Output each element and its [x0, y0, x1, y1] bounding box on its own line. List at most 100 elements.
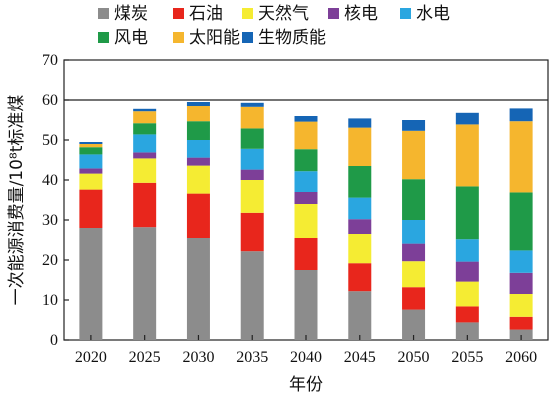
legend-item: 风电: [98, 28, 148, 48]
bar-segment: [79, 147, 103, 155]
legend-item: 核电: [328, 4, 378, 24]
bar-segment: [455, 281, 479, 307]
bar-segment: [455, 124, 479, 187]
bar-stack-2060: [509, 108, 533, 340]
legend-label: 天然气: [258, 4, 309, 24]
bar-segment: [294, 171, 318, 192]
bar-stack-2030: [186, 102, 210, 340]
bar-stack-2040: [294, 116, 318, 340]
bar-segment: [455, 306, 479, 323]
x-tick-label: 2040: [290, 349, 322, 366]
bar-segment: [240, 169, 264, 180]
bar-segment: [240, 251, 264, 340]
y-tick-label: 10: [42, 292, 58, 309]
legend-item: 水电: [400, 4, 450, 24]
bar-segment: [402, 120, 426, 131]
bar-segment: [186, 157, 210, 166]
legend-swatch: [328, 8, 339, 19]
bar-segment: [79, 144, 103, 148]
bar-segment: [294, 149, 318, 172]
bar-segment: [348, 127, 372, 166]
x-tick-label: 2025: [129, 349, 161, 366]
bar-segment: [402, 287, 426, 310]
x-tick-label: 2050: [398, 349, 430, 366]
bar-segment: [186, 121, 210, 140]
bar-segment: [509, 121, 533, 193]
x-tick-label: 2035: [236, 349, 268, 366]
bar-segment: [133, 152, 157, 159]
legend-label: 煤炭: [114, 4, 148, 24]
bar-segment: [294, 121, 318, 150]
bar-segment: [294, 116, 318, 122]
legend-item: 生物质能: [242, 28, 326, 48]
bar-stack-2045: [348, 118, 372, 340]
bar-segment: [402, 243, 426, 262]
legend-item: 煤炭: [98, 4, 148, 24]
bar-segment: [455, 322, 479, 340]
bar-segment: [240, 106, 264, 129]
y-tick-label: 70: [42, 52, 58, 69]
bar-segment: [133, 182, 157, 228]
bar-segment: [402, 220, 426, 244]
bar-segment: [79, 228, 103, 340]
bar-segment: [133, 227, 157, 340]
bar-segment: [186, 165, 210, 194]
bar-segment: [186, 140, 210, 158]
bar-segment: [294, 270, 318, 340]
bar-segment: [455, 186, 479, 240]
bar-segment: [348, 263, 372, 292]
y-tick-label: 50: [42, 132, 58, 149]
bar-segment: [133, 123, 157, 135]
y-axis: 0 10 20 30 40 50 60 70: [42, 52, 69, 349]
bar-segment: [79, 168, 103, 174]
bar-segment: [294, 192, 318, 204]
bar-segment: [348, 234, 372, 264]
bar-segment: [402, 130, 426, 180]
bar-segment: [240, 148, 264, 170]
bar-segment: [240, 102, 264, 107]
bar-segment: [240, 212, 264, 252]
bar-segment: [294, 238, 318, 270]
bar-segment: [186, 238, 210, 340]
x-tick-label: 2045: [344, 349, 376, 366]
bar-segment: [509, 272, 533, 294]
bar-segment: [455, 261, 479, 282]
bar-segment: [133, 111, 157, 124]
legend-item: 石油: [173, 4, 223, 24]
legend-swatch: [400, 8, 411, 19]
bar-segment: [348, 118, 372, 128]
bar-segment: [240, 128, 264, 149]
bar-segment: [509, 108, 533, 122]
bar-segment: [186, 102, 210, 106]
bar-segment: [133, 134, 157, 153]
bar-segment: [455, 239, 479, 262]
legend-label: 风电: [114, 28, 148, 48]
bar-segment: [402, 261, 426, 288]
y-axis-title: 一次能源消费量/10⁸t标准煤: [7, 95, 27, 306]
bar-stack-2050: [402, 120, 426, 340]
legend-label: 生物质能: [258, 28, 326, 48]
x-axis: 2020 2025 2030 2035 2040 2045 2050 2055 2060: [75, 335, 537, 366]
legend-swatch: [98, 32, 109, 43]
bar-stack-2055: [455, 112, 479, 340]
legend-label: 太阳能: [189, 28, 240, 48]
bar-segment: [509, 250, 533, 273]
bar-segment: [402, 179, 426, 220]
legend-swatch: [173, 8, 184, 19]
y-tick-label: 40: [42, 172, 58, 189]
x-tick-label: 2055: [451, 349, 483, 366]
legend-label: 水电: [416, 4, 450, 24]
bar-segment: [509, 294, 533, 317]
bar-segment: [402, 309, 426, 340]
bar-segment: [455, 112, 479, 125]
bar-segment: [186, 193, 210, 238]
x-axis-title: 年份: [289, 375, 323, 395]
bar-segment: [79, 189, 103, 228]
legend-swatch: [242, 8, 253, 19]
x-tick-label: 2030: [182, 349, 214, 366]
legend-label: 石油: [189, 4, 223, 24]
bar-segment: [186, 106, 210, 122]
